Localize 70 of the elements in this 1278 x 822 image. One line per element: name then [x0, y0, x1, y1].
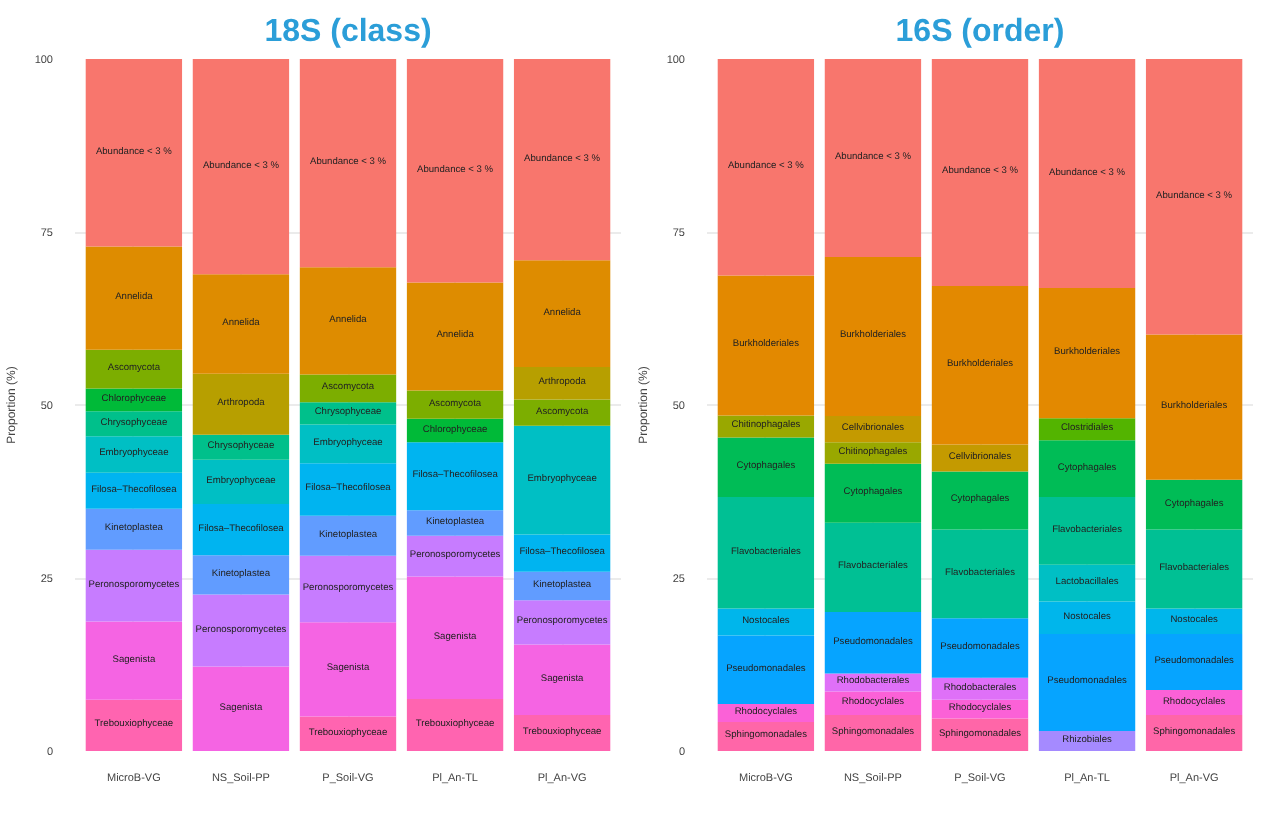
bar	[1038, 288, 1136, 419]
bar	[931, 285, 1029, 445]
bar	[824, 463, 922, 523]
bar	[1145, 479, 1243, 530]
bar	[513, 260, 611, 367]
bar	[406, 282, 504, 391]
bar	[824, 59, 922, 257]
bar	[717, 275, 815, 416]
bar	[1038, 440, 1136, 498]
bar	[406, 59, 504, 283]
chart-title: 18S (class)	[264, 15, 432, 49]
bar	[717, 59, 815, 276]
bar	[406, 510, 504, 536]
bar	[299, 555, 397, 623]
bar	[1038, 564, 1136, 602]
bar	[192, 555, 290, 595]
bar	[513, 366, 611, 400]
bar	[192, 666, 290, 751]
bar	[299, 463, 397, 516]
bar	[1145, 608, 1243, 635]
bar	[406, 390, 504, 419]
bar	[513, 534, 611, 572]
bar	[1038, 59, 1136, 289]
bar	[406, 699, 504, 751]
bar	[1038, 497, 1136, 565]
bar	[85, 508, 183, 550]
bar	[1145, 529, 1243, 609]
bar	[299, 515, 397, 556]
bar	[85, 621, 183, 700]
bar	[192, 274, 290, 374]
bar	[931, 59, 1029, 286]
bar	[192, 59, 290, 275]
bar	[192, 373, 290, 435]
bar	[717, 497, 815, 609]
bar	[513, 59, 611, 261]
bar	[406, 442, 504, 511]
bar	[1038, 601, 1136, 635]
bar	[513, 399, 611, 426]
bar	[824, 522, 922, 612]
bar	[192, 503, 290, 556]
bar	[299, 716, 397, 751]
bar	[299, 59, 397, 268]
bar	[85, 246, 183, 350]
bar	[513, 425, 611, 535]
bar	[1038, 634, 1136, 731]
bar	[85, 699, 183, 751]
bar	[299, 267, 397, 375]
bar	[513, 644, 611, 716]
bar	[931, 529, 1029, 619]
chart-title: 16S (order)	[895, 15, 1065, 49]
bar	[85, 549, 183, 622]
bar	[931, 618, 1029, 678]
bar	[85, 59, 183, 247]
bar	[931, 471, 1029, 530]
bar	[717, 437, 815, 498]
bar	[192, 459, 290, 504]
bar	[717, 608, 815, 636]
bar	[192, 594, 290, 667]
bar	[299, 424, 397, 464]
bar	[85, 349, 183, 389]
bar	[406, 535, 504, 577]
bar	[299, 622, 397, 717]
bar	[1145, 334, 1243, 480]
bar	[717, 635, 815, 704]
bar	[824, 256, 922, 417]
bar	[1145, 59, 1243, 335]
bar	[824, 611, 922, 674]
bar	[85, 436, 183, 473]
bar	[1145, 634, 1243, 691]
bar	[406, 576, 504, 700]
